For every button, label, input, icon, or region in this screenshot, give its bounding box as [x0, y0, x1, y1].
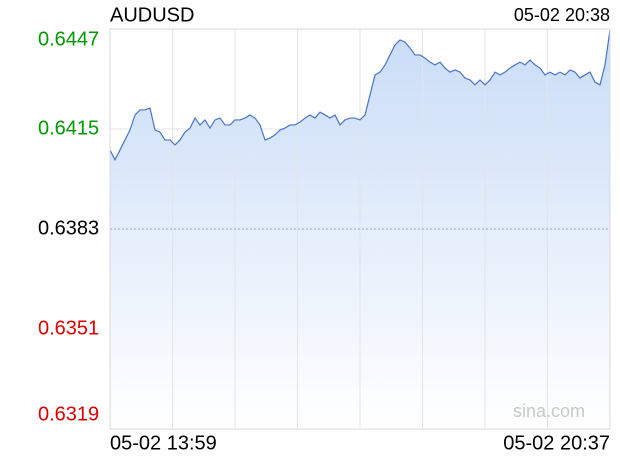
timestamp: 05-02 20:38: [514, 5, 610, 25]
y-tick-label: 0.6447: [38, 28, 99, 50]
line: [109, 29, 611, 162]
plot-border: [109, 28, 611, 430]
chart-title: AUDUSD: [110, 4, 194, 26]
y-tick-label: 0.6383: [38, 217, 99, 239]
y-tick-label: 0.6351: [38, 317, 99, 339]
y-tick-label: 0.6319: [38, 403, 99, 425]
watermark: sina.com: [513, 401, 585, 421]
x-tick-label: 05-02 13:59: [110, 432, 217, 454]
x-tick-label: 05-02 20:37: [503, 432, 610, 454]
y-tick-label: 0.6415: [38, 117, 99, 139]
